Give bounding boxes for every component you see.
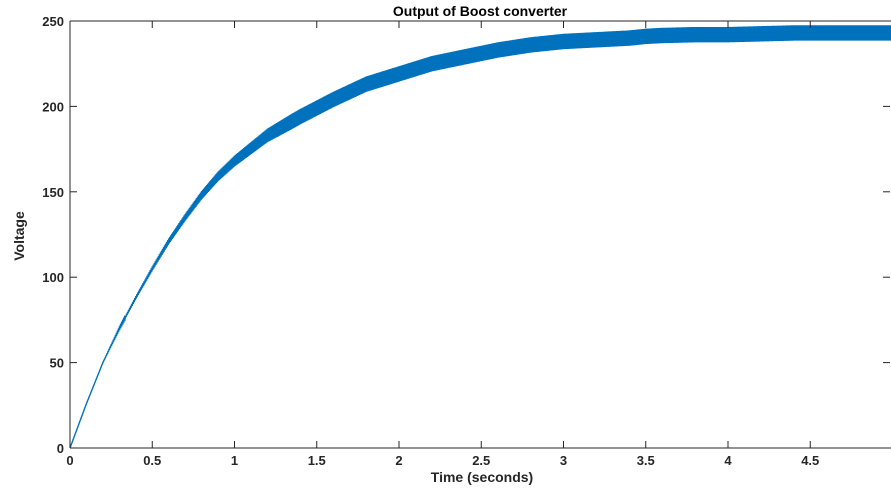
plot-area [70, 21, 891, 448]
y-tick-label: 150 [42, 185, 64, 200]
y-tick-label: 250 [42, 14, 64, 29]
x-tick-label: 0 [66, 453, 73, 468]
x-tick-label: 2 [395, 453, 402, 468]
x-tick-label: 3 [560, 453, 567, 468]
x-axis-title: Time (seconds) [431, 469, 533, 485]
x-tick-label: 0.5 [143, 453, 161, 468]
series-line [69, 25, 891, 449]
x-tick-label: 3.5 [637, 453, 655, 468]
y-tick-label: 100 [42, 270, 64, 285]
data-layer [69, 25, 891, 449]
y-tick-label: 200 [42, 99, 64, 114]
y-tick-label: 50 [50, 356, 64, 371]
x-tick-label: 4.5 [801, 453, 819, 468]
y-tick-label: 0 [57, 441, 64, 456]
chart-title: Output of Boost converter [393, 3, 568, 19]
x-tick-label: 1 [231, 453, 238, 468]
axes: 0 0.5 1 1.5 2 2.5 3 3.5 4 4.5 0 50 100 150 200 250 [42, 14, 891, 468]
x-tick-label: 4 [724, 453, 732, 468]
x-tick-label: 2.5 [472, 453, 490, 468]
y-axis-title: Voltage [11, 211, 27, 261]
x-tick-label: 1.5 [308, 453, 326, 468]
